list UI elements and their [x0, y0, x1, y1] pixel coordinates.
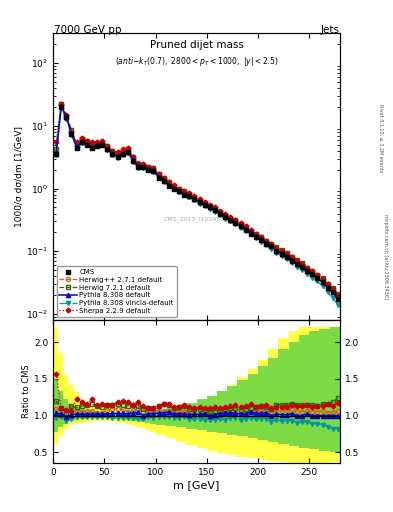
Text: $(anti\mathregular{-}k_\mathregular{T}(0.7),\ 2800{<}p_\mathregular{T}{<}1000,\ : $(anti\mathregular{-}k_\mathregular{T}(0… [115, 55, 278, 68]
Y-axis label: 1000/σ dσ/dm [1/GeV]: 1000/σ dσ/dm [1/GeV] [14, 126, 23, 227]
Text: Rivet 3.1.10, ≥ 3.2M events: Rivet 3.1.10, ≥ 3.2M events [379, 104, 384, 173]
Text: CMS_2013_I1224539: CMS_2013_I1224539 [164, 217, 229, 223]
Y-axis label: Ratio to CMS: Ratio to CMS [22, 365, 31, 418]
Text: 7000 GeV pp: 7000 GeV pp [54, 25, 121, 35]
Text: mcplots.cern.ch [arXiv:1306.3436]: mcplots.cern.ch [arXiv:1306.3436] [383, 214, 387, 298]
Legend: CMS, Herwig++ 2.7.1 default, Herwig 7.2.1 default, Pythia 8.308 default, Pythia : CMS, Herwig++ 2.7.1 default, Herwig 7.2.… [57, 266, 176, 316]
Text: Jets: Jets [320, 25, 339, 35]
Text: Pruned dijet mass: Pruned dijet mass [150, 40, 243, 51]
X-axis label: m [GeV]: m [GeV] [173, 480, 220, 490]
